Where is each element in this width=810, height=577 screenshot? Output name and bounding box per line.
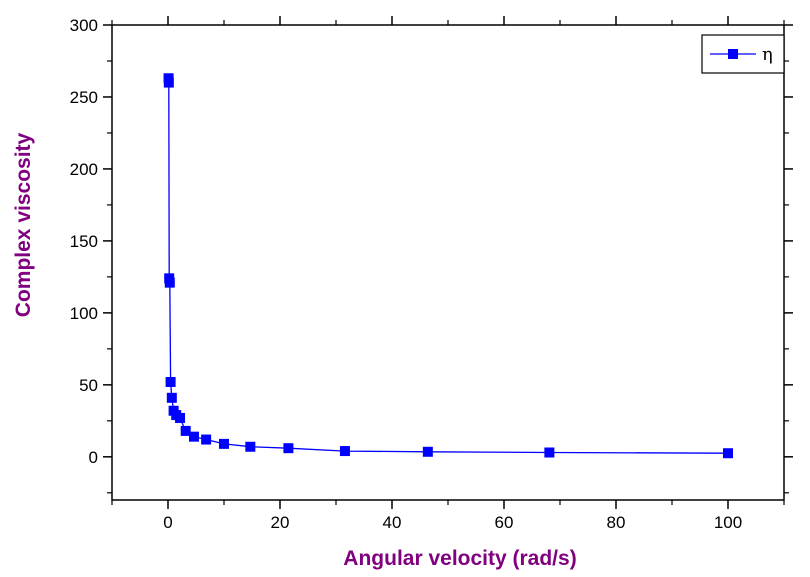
x-axis-title: Angular velocity (rad/s): [343, 547, 576, 570]
x-tick-label: 0: [163, 513, 172, 532]
data-point: [166, 392, 177, 403]
data-point: [163, 77, 174, 88]
plot-frame: [111, 24, 785, 501]
data-point: [283, 443, 294, 454]
data-point: [245, 441, 256, 452]
data-point: [201, 434, 212, 445]
data-point: [188, 431, 199, 442]
data-point: [164, 277, 175, 288]
y-tick-label: 300: [70, 16, 98, 35]
x-tick-label: 100: [714, 513, 742, 532]
data-point: [165, 376, 176, 387]
data-point: [219, 438, 229, 449]
data-point: [422, 446, 433, 457]
y-tick-label: 50: [79, 376, 98, 395]
legend-marker: [728, 49, 738, 59]
legend-label: η: [762, 44, 773, 65]
y-tick-label: 100: [70, 304, 98, 323]
plot-area: 0 20 40 60 80 100 0 50 100 150 200 250 300 η: [70, 16, 793, 532]
x-tick-label: 40: [383, 513, 402, 532]
y-tick-label: 250: [70, 88, 98, 107]
y-tick-label: 200: [70, 160, 98, 179]
x-tick-label: 20: [271, 513, 290, 532]
series-line: [167, 78, 729, 454]
y-axis-title: Complex viscosity: [12, 132, 35, 317]
y-tick-label: 150: [70, 232, 98, 251]
data-point: [180, 425, 191, 436]
data-point: [723, 448, 733, 459]
y-tick-label: 0: [89, 448, 98, 467]
data-point: [175, 412, 186, 423]
x-tick-label: 60: [495, 513, 514, 532]
data-point: [544, 447, 555, 458]
data-point: [339, 446, 350, 457]
x-tick-label: 80: [607, 513, 626, 532]
